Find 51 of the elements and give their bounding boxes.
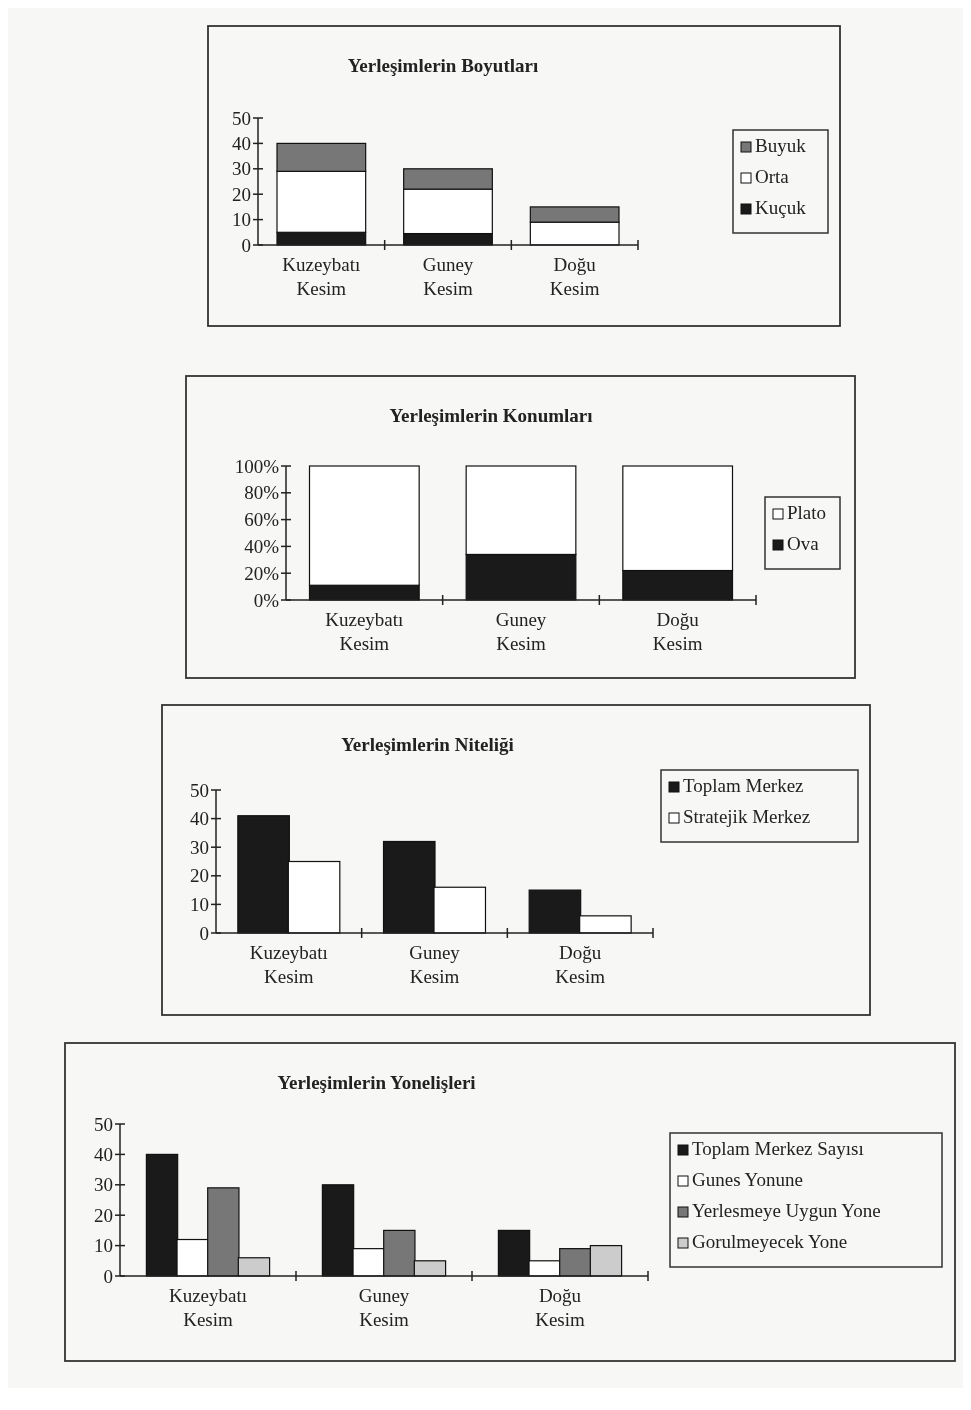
legend-label: Ova <box>787 533 820 554</box>
chart-title: Yerleşimlerin Niteliği <box>341 734 514 755</box>
y-tick-label: 0 <box>103 1265 113 1287</box>
chart-title: Yerleşimlerin Boyutları <box>347 55 539 76</box>
x-tick-label: Kuzeybatı Kesim <box>249 942 328 987</box>
y-tick-label: 10 <box>190 894 209 916</box>
y-tick-label: 30 <box>94 1174 113 1196</box>
x-tick-label: Doğu Kesim <box>535 1285 586 1330</box>
y-tick-label: 10 <box>94 1235 113 1257</box>
legend-label: Toplam Merkez Sayısı <box>692 1138 864 1159</box>
y-tick-label: 0 <box>199 922 209 944</box>
y-tick-label: 50 <box>190 779 209 801</box>
legend-label: Toplam Merkez <box>683 775 804 796</box>
legend-label: Stratejik Merkez <box>683 806 811 827</box>
y-tick-label: 20% <box>244 562 280 584</box>
y-tick-label: 20 <box>232 183 251 205</box>
legend-label: Gorulmeyecek Yone <box>692 1231 848 1252</box>
x-tick-label: Guney Kesim <box>358 1285 410 1330</box>
x-tick-label: Kuzeybatı Kesim <box>325 609 404 654</box>
legend-label: Buyuk <box>755 135 807 156</box>
chart-title: Yerleşimlerin Konumları <box>389 405 593 426</box>
y-tick-label: 40 <box>190 808 209 830</box>
y-tick-label: 0 <box>241 234 251 256</box>
y-tick-label: 50 <box>94 1113 113 1135</box>
y-tick-label: 60% <box>244 509 280 531</box>
y-tick-label: 40% <box>244 536 280 558</box>
y-tick-label: 40 <box>94 1144 113 1166</box>
legend-label: Yerlesmeye Uygun Yone <box>692 1200 881 1221</box>
y-tick-label: 50 <box>232 107 251 129</box>
x-tick-label: Guney Kesim <box>495 609 547 654</box>
x-tick-label: Kuzeybatı Kesim <box>168 1285 248 1330</box>
x-tick-label: Doğu Kesim <box>555 942 606 987</box>
x-tick-label: Guney Kesim <box>422 254 474 299</box>
y-tick-label: 0% <box>253 589 280 611</box>
x-tick-label: Doğu Kesim <box>549 254 600 299</box>
legend-label: Orta <box>755 166 790 187</box>
y-tick-label: 30 <box>190 836 209 858</box>
y-tick-label: 30 <box>232 158 251 180</box>
legend-label: Gunes Yonune <box>692 1169 803 1190</box>
y-tick-label: 40 <box>232 133 251 155</box>
y-tick-label: 10 <box>232 209 251 231</box>
x-tick-label: Guney Kesim <box>409 942 461 987</box>
legend-label: Plato <box>787 502 827 523</box>
x-tick-label: Kuzeybatı Kesim <box>282 254 361 299</box>
legend-label: Kuçuk <box>755 197 807 218</box>
y-tick-label: 20 <box>190 865 209 887</box>
y-tick-label: 100% <box>234 455 280 477</box>
y-tick-label: 80% <box>244 482 280 504</box>
x-tick-label: Doğu Kesim <box>652 609 703 654</box>
chart-title: Yerleşimlerin Yonelişleri <box>277 1072 476 1093</box>
y-tick-label: 20 <box>94 1204 113 1226</box>
